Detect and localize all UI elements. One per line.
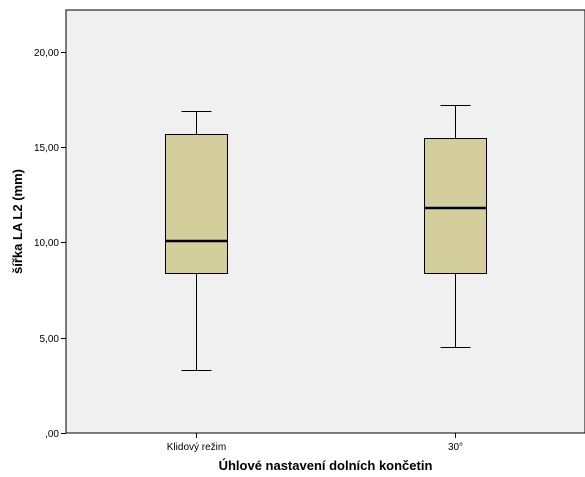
box-1 bbox=[165, 111, 228, 371]
y-axis-title: šířka LA L2 (mm) bbox=[10, 169, 25, 274]
x-axis: Klidový režim 30° bbox=[167, 433, 463, 453]
iqr-box bbox=[165, 134, 228, 274]
y-tick-label: 10,00 bbox=[34, 238, 59, 249]
y-tick-label: 20,00 bbox=[34, 48, 59, 59]
x-tick-label: Klidový režim bbox=[167, 442, 226, 453]
y-tick-label: ,00 bbox=[45, 429, 59, 440]
iqr-box bbox=[424, 138, 487, 274]
y-tick-label: 5,00 bbox=[40, 334, 60, 345]
x-tick-label: 30° bbox=[448, 442, 463, 453]
y-tick-label: 15,00 bbox=[34, 143, 59, 154]
box-2 bbox=[424, 105, 487, 348]
boxes-group bbox=[165, 105, 487, 371]
y-axis: ,00 5,00 10,00 15,00 20,00 bbox=[34, 48, 66, 440]
plot-area bbox=[65, 9, 585, 434]
x-axis-title: Úhlové nastavení dolních končetin bbox=[219, 458, 433, 473]
